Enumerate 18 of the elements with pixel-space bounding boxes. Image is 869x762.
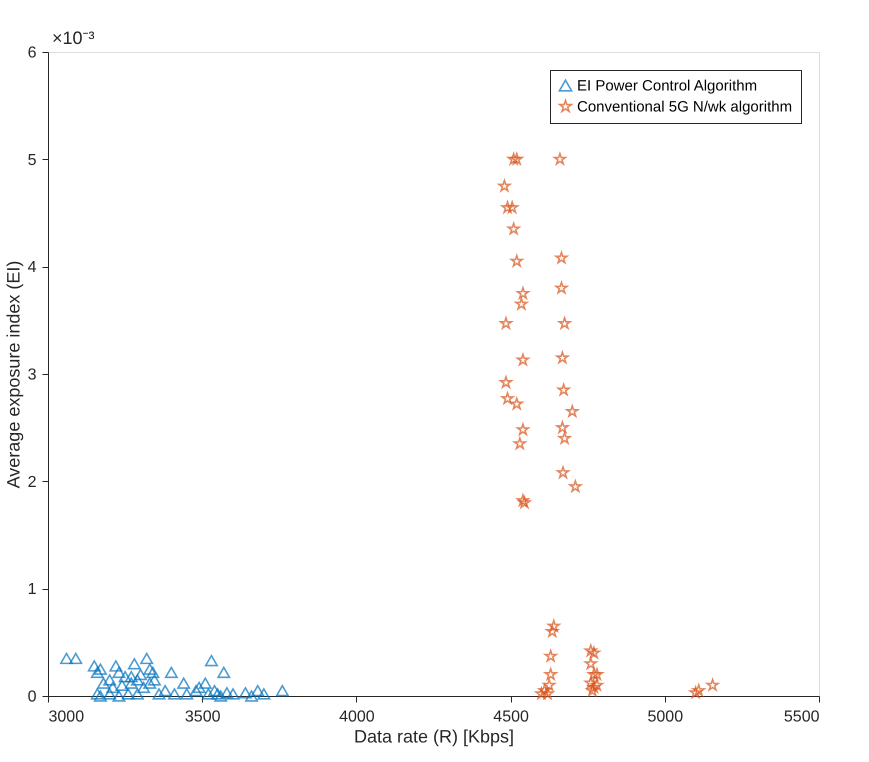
text: ×10⁻³	[52, 28, 95, 48]
y-tick-label: 4	[28, 259, 37, 276]
x-tick-label: 4000	[339, 708, 375, 726]
x-tick-label: 3500	[184, 708, 221, 726]
x-tick-label: 3000	[48, 708, 84, 726]
y-axis-title: Average exposure index (EI)	[4, 260, 24, 488]
legend-label: Conventional 5G N/wk algorithm	[577, 98, 792, 116]
y-tick-label: 2	[28, 474, 37, 491]
y-tick-label: 5	[28, 152, 37, 169]
x-tick-label: 5000	[648, 708, 684, 726]
y-tick-label: 3	[28, 366, 37, 384]
legend-label: EI Power Control Algorithm	[577, 78, 758, 94]
x-axis-title: Data rate (R) [Kbps]	[354, 726, 514, 746]
x-tick-label: 4500	[493, 708, 529, 726]
y-tick-label: 6	[28, 44, 37, 62]
y-tick-label: 0	[28, 688, 37, 706]
y-tick-label: 1	[28, 581, 37, 598]
x-tick-label: 5500	[784, 708, 820, 726]
